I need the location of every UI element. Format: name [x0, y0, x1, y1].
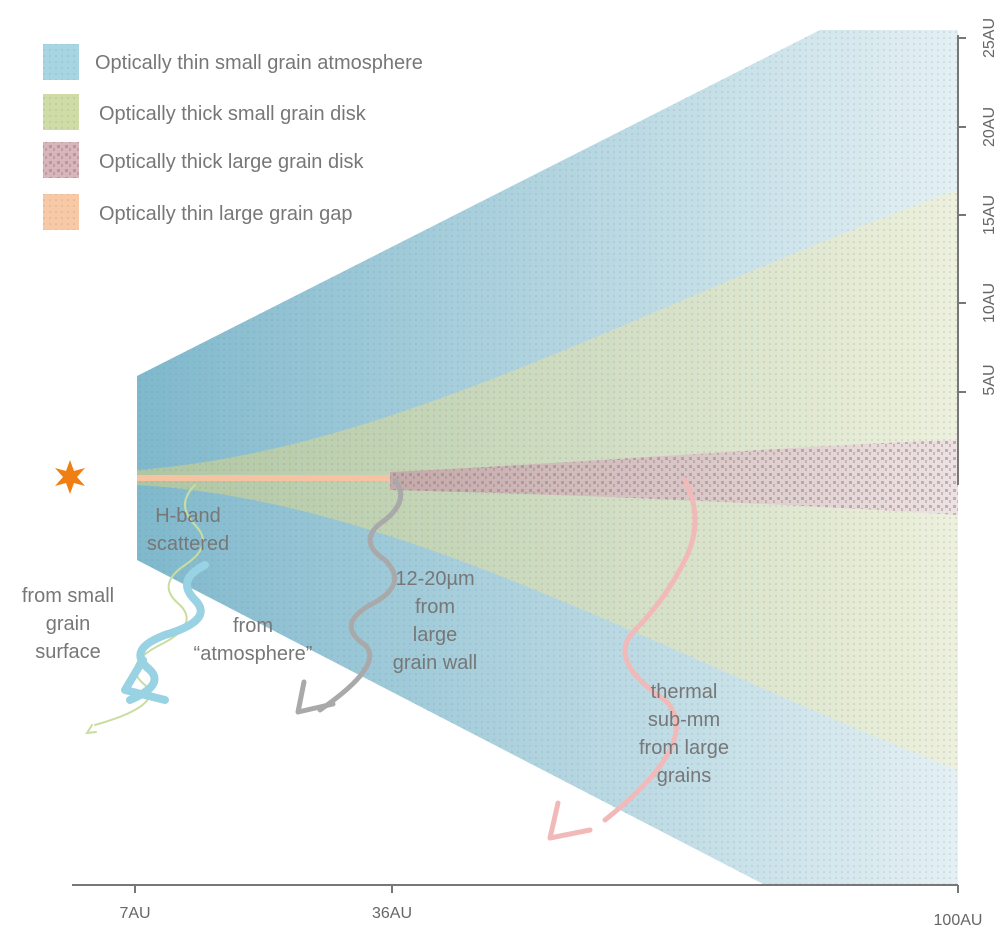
annotation: scattered	[147, 533, 229, 555]
legend-label: Optically thick small grain disk	[99, 103, 367, 125]
annotation: from	[233, 615, 273, 637]
y-axis-label: 20AU	[981, 107, 998, 147]
legend-label: Optically thin large grain gap	[99, 203, 352, 225]
annotation: from large	[639, 737, 729, 759]
y-axis-label: 10AU	[981, 283, 998, 323]
annotation: H-band	[155, 505, 221, 527]
x-axis-label: 36AU	[372, 905, 412, 922]
diagram: Optically thin small grain atmosphere Opt…	[0, 0, 998, 935]
annotation: thermal	[651, 681, 718, 703]
legend-label: Optically thick large grain disk	[99, 151, 365, 173]
x-axis-label: 7AU	[119, 905, 150, 922]
y-axis-label: 15AU	[981, 195, 998, 235]
annotation: grain wall	[393, 652, 477, 674]
annotation: 12-20µm	[395, 568, 474, 590]
annotation: grains	[657, 765, 711, 787]
annotation: grain	[46, 613, 90, 635]
annotation: “atmosphere”	[194, 643, 313, 665]
y-axis-label: 5AU	[981, 364, 998, 395]
legend	[43, 44, 79, 230]
y-axis-label: 25AU	[981, 18, 998, 58]
annotation: sub-mm	[648, 709, 720, 731]
annotation: from small	[22, 585, 114, 607]
annotation: large	[413, 624, 457, 646]
annotation: surface	[35, 641, 101, 663]
annotation: from	[415, 596, 455, 618]
x-axis-label: 100AU	[934, 912, 983, 929]
legend-label: Optically thin small grain atmosphere	[95, 52, 423, 74]
